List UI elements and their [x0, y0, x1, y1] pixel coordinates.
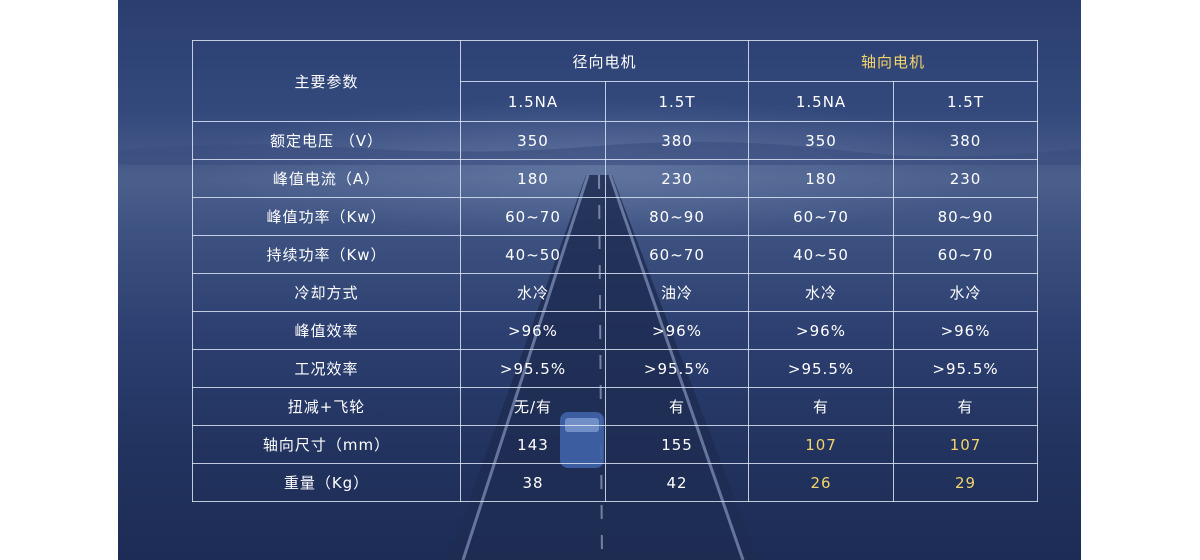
table-cell: 60~70 — [748, 197, 895, 236]
table-cell: 230 — [604, 159, 750, 198]
table-row: 额定电压 （V） 350 380 350 380 — [192, 121, 1039, 160]
table-cell: >95.5% — [748, 349, 895, 388]
param-label: 扭减+飞轮 — [192, 387, 461, 426]
group-header-axial: 轴向电机 — [748, 40, 1039, 82]
table-cell: >96% — [604, 311, 750, 350]
background-panel: 主要参数 径向电机 轴向电机 1.5NA 1.5T 1.5NA 1.5T 额定电… — [118, 0, 1081, 560]
table-row: 冷却方式 水冷 油冷 水冷 水冷 — [192, 273, 1039, 312]
table-cell: 350 — [748, 121, 895, 160]
table-cell: 80~90 — [604, 197, 750, 236]
table-row: 扭减+飞轮 无/有 有 有 有 — [192, 387, 1039, 426]
table-cell: 180 — [748, 159, 895, 198]
table-cell: >95.5% — [893, 349, 1039, 388]
model-header: 1.5NA — [460, 81, 606, 122]
param-label: 峰值功率（Kw） — [192, 197, 461, 236]
param-label: 冷却方式 — [192, 273, 461, 312]
param-label: 持续功率（Kw） — [192, 235, 461, 274]
table-cell: >95.5% — [604, 349, 750, 388]
table-cell: 有 — [604, 387, 750, 426]
table-cell-highlight: 26 — [748, 463, 895, 502]
table-row: 峰值电流（A） 180 230 180 230 — [192, 159, 1039, 198]
motor-spec-table: 主要参数 径向电机 轴向电机 1.5NA 1.5T 1.5NA 1.5T 额定电… — [192, 40, 1039, 502]
model-header-row: 1.5NA 1.5T 1.5NA 1.5T — [193, 81, 1039, 122]
table-cell: 38 — [460, 463, 606, 502]
param-label: 工况效率 — [192, 349, 461, 388]
table-cell: 有 — [748, 387, 895, 426]
table-cell: 60~70 — [893, 235, 1039, 274]
table-cell-highlight: 107 — [748, 425, 895, 464]
table-cell: 350 — [460, 121, 606, 160]
table-cell: 60~70 — [460, 197, 606, 236]
table-cell: >96% — [748, 311, 895, 350]
model-header: 1.5T — [893, 81, 1039, 122]
table-cell: 有 — [893, 387, 1039, 426]
table-cell-highlight: 107 — [893, 425, 1039, 464]
table-cell: 380 — [893, 121, 1039, 160]
table-row: 峰值效率 >96% >96% >96% >96% — [192, 311, 1039, 350]
model-header: 1.5NA — [748, 81, 895, 122]
table-cell: 180 — [460, 159, 606, 198]
table-cell: 80~90 — [893, 197, 1039, 236]
table-cell: 水冷 — [748, 273, 895, 312]
param-label: 峰值电流（A） — [192, 159, 461, 198]
table-cell: 40~50 — [748, 235, 895, 274]
group-header-radial: 径向电机 — [459, 40, 750, 82]
table-cell: 380 — [604, 121, 750, 160]
table-cell: >95.5% — [460, 349, 606, 388]
table-cell: 143 — [460, 425, 606, 464]
table-header-row: 主要参数 径向电机 轴向电机 — [192, 40, 1039, 122]
table-cell: 40~50 — [460, 235, 606, 274]
table-row: 峰值功率（Kw） 60~70 80~90 60~70 80~90 — [192, 197, 1039, 236]
table-cell: 60~70 — [604, 235, 750, 274]
table-cell: 无/有 — [460, 387, 606, 426]
param-label: 轴向尺寸（mm） — [192, 425, 461, 464]
table-cell: >96% — [893, 311, 1039, 350]
table-cell: 水冷 — [460, 273, 606, 312]
table-cell: 水冷 — [893, 273, 1039, 312]
table-cell: 42 — [604, 463, 750, 502]
table-cell: 155 — [604, 425, 750, 464]
param-header: 主要参数 — [192, 40, 461, 122]
param-label: 额定电压 （V） — [192, 121, 461, 160]
table-cell: 油冷 — [604, 273, 750, 312]
table-row: 重量（Kg） 38 42 26 29 — [192, 463, 1039, 502]
table-row: 轴向尺寸（mm） 143 155 107 107 — [192, 425, 1039, 464]
model-header: 1.5T — [604, 81, 750, 122]
table-cell-highlight: 29 — [893, 463, 1039, 502]
table-row: 持续功率（Kw） 40~50 60~70 40~50 60~70 — [192, 235, 1039, 274]
table-row: 工况效率 >95.5% >95.5% >95.5% >95.5% — [192, 349, 1039, 388]
table-cell: 230 — [893, 159, 1039, 198]
param-label: 峰值效率 — [192, 311, 461, 350]
param-label: 重量（Kg） — [192, 463, 461, 502]
table-cell: >96% — [460, 311, 606, 350]
